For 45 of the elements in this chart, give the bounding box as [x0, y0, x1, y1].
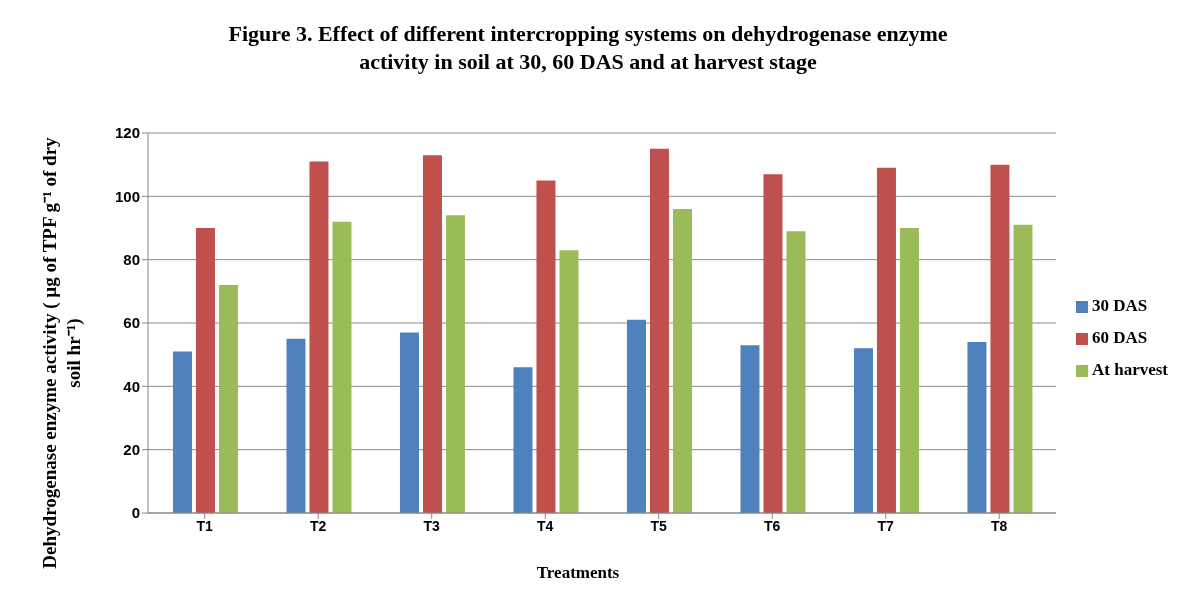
y-axis-title: Dehydrogenase enzyme activity ( µg of TPF g⁻¹ of dry soil hr⁻¹)	[38, 136, 85, 571]
bar	[876, 167, 896, 513]
bar	[899, 228, 919, 513]
bar	[445, 215, 465, 513]
y-tick-label: 80	[123, 250, 140, 268]
x-tick-label: T5	[650, 517, 668, 534]
legend-label: 60 DAS	[1091, 328, 1148, 347]
x-tick-label: T2	[310, 517, 327, 534]
x-tick-label: T3	[423, 517, 441, 534]
bar	[853, 348, 873, 513]
x-axis-title: Treatments	[535, 563, 621, 583]
y-tick-label: 100	[114, 187, 140, 205]
bar	[513, 367, 533, 513]
bar	[626, 319, 646, 513]
bar	[195, 228, 215, 513]
bar	[763, 174, 783, 513]
x-tick-label: T1	[196, 517, 214, 534]
y-tick-label: 60	[123, 314, 140, 332]
bar	[309, 161, 329, 513]
y-tick-label: 40	[123, 377, 140, 395]
x-tick-label: T4	[537, 517, 554, 534]
bar	[286, 338, 306, 513]
chart-title: Figure 3. Effect of different intercropping systems on dehydrogenase enzyme activity in soil at 30, 60 DAS and at harvest stage	[227, 20, 949, 76]
y-tick-label: 0	[131, 504, 140, 522]
x-tick-label: T6	[764, 517, 781, 534]
bar	[332, 221, 352, 513]
bar	[399, 332, 419, 513]
bar	[172, 351, 192, 513]
bar	[218, 285, 238, 513]
bar	[672, 209, 692, 513]
bar	[649, 148, 669, 513]
y-tick-label: 120	[114, 124, 140, 142]
bar	[1013, 224, 1033, 513]
legend-label: 30 DAS	[1091, 296, 1148, 315]
bar	[786, 231, 806, 513]
bar	[422, 155, 442, 513]
x-tick-label: T8	[991, 517, 1008, 534]
bar	[536, 180, 556, 513]
bar	[967, 342, 987, 513]
y-tick-label: 20	[123, 440, 140, 458]
bar	[740, 345, 760, 513]
bar	[990, 164, 1010, 513]
bar	[559, 250, 579, 513]
x-tick-label: T7	[877, 517, 895, 534]
legend-label: At harvest	[1091, 360, 1168, 379]
